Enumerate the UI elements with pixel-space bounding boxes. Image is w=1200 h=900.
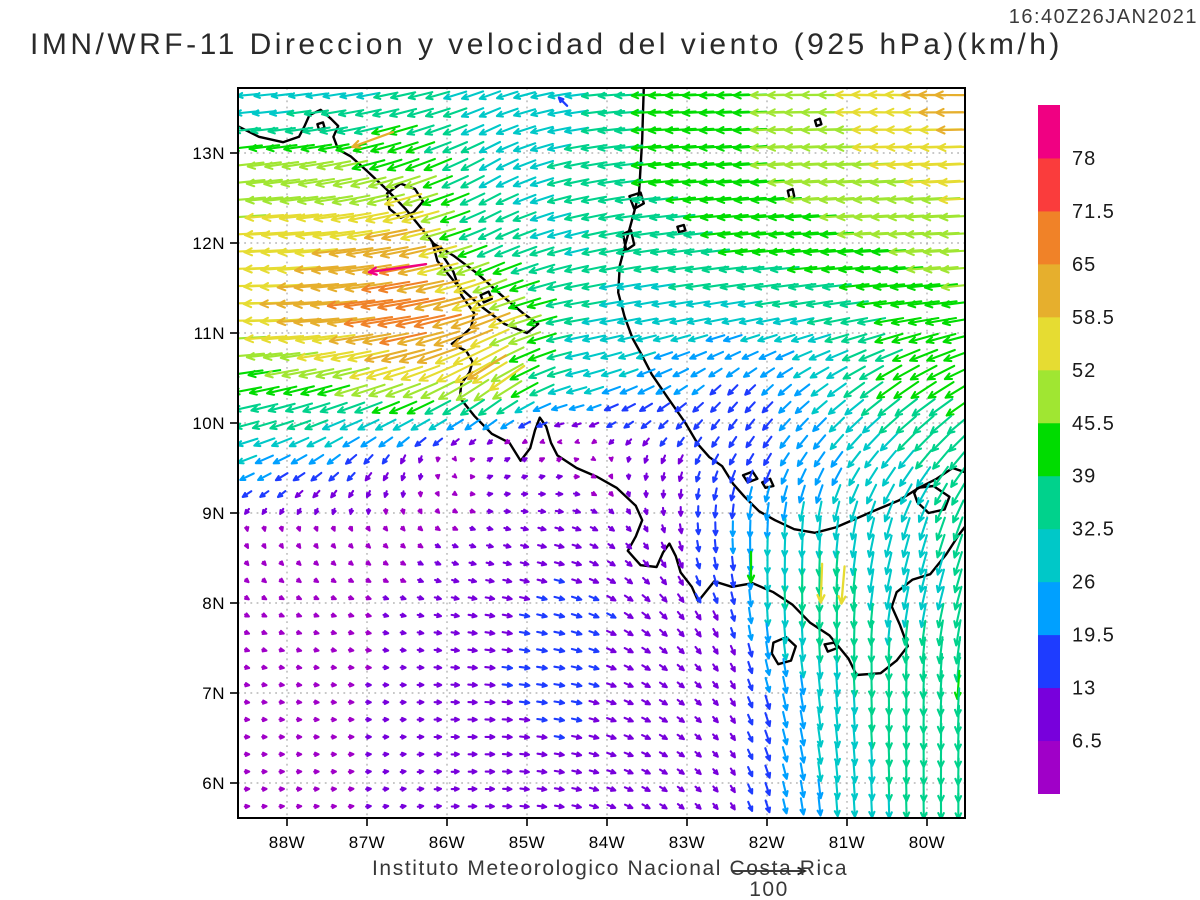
colorbar-label: 58.5 — [1072, 307, 1115, 329]
y-tick-label: 10N — [192, 414, 225, 433]
credit-text: Instituto Meteorologico Nacional Costa R… — [372, 857, 849, 880]
colorbar-label: 39 — [1072, 466, 1096, 488]
map-frame — [237, 87, 966, 819]
colorbar-segment — [1038, 581, 1060, 636]
reference-arrow — [733, 866, 808, 876]
y-tick-label: 12N — [192, 234, 225, 253]
reference-value-label: 100 — [749, 878, 789, 900]
feature-lake_managua — [385, 182, 425, 219]
colorbar-segment — [1038, 210, 1060, 265]
colorbar-label: 26 — [1072, 572, 1096, 594]
feature-lake_nicaragua — [431, 241, 540, 335]
axis-labels: 88W 87W 86W 85W 84W 83W 82W 81W 80W 13N 12N 11N 10N 9… — [192, 144, 945, 852]
x-tick-label: 86W — [429, 833, 465, 852]
colorbar-segment — [1038, 475, 1060, 530]
colorbar-label: 6.5 — [1072, 731, 1103, 753]
feature-san_andres_island — [786, 187, 796, 200]
colorbar-segment — [1038, 369, 1060, 424]
colorbar-label: 71.5 — [1072, 201, 1115, 223]
colorbar-segment — [1038, 263, 1060, 318]
y-tick-label: 7N — [202, 684, 225, 703]
chart-title: IMN/WRF-11 Direccion y velocidad del vie… — [30, 28, 1063, 61]
colorbar-segment — [1038, 105, 1060, 159]
colorbar-label: 32.5 — [1072, 519, 1115, 541]
x-tick-label: 85W — [509, 833, 545, 852]
colorbar-segment — [1038, 157, 1060, 212]
x-tick-label: 84W — [589, 833, 625, 852]
colorbar-label: 65 — [1072, 254, 1096, 276]
colorbar-segment — [1038, 422, 1060, 477]
colorbar-label: 78 — [1072, 148, 1096, 170]
coastlines — [238, 88, 965, 677]
x-tick-label: 82W — [749, 833, 785, 852]
wind-arrows-extra — [351, 96, 847, 605]
axis-ticks — [230, 152, 928, 826]
colorbar-label: 45.5 — [1072, 413, 1115, 435]
colorbar-segment — [1038, 634, 1060, 689]
x-tick-label: 87W — [349, 833, 385, 852]
y-tick-label: 8N — [202, 594, 225, 613]
y-tick-label: 11N — [194, 324, 225, 343]
feature-bocas_island_1 — [741, 470, 759, 484]
feature-lake_gatun — [913, 484, 951, 515]
timestamp: 16:40Z26JAN2021 — [1008, 6, 1198, 28]
reference-vector: 100 — [733, 866, 808, 900]
x-tick-label: 88W — [269, 833, 305, 852]
coastline-caribbean_mainland — [617, 88, 965, 534]
colorbar-segment — [1038, 528, 1060, 583]
feature-pearl_lagoon — [628, 191, 645, 210]
colorbar-segment — [1038, 740, 1060, 794]
feature-providencia_island — [813, 117, 823, 128]
feature-bluefields_bay — [621, 229, 636, 252]
feature-corn_island — [676, 223, 687, 234]
x-tick-label: 81W — [829, 833, 865, 852]
colorbar-segment — [1038, 687, 1060, 742]
wind-arrows — [238, 90, 965, 818]
x-tick-label: 80W — [909, 833, 945, 852]
colorbar: 6.5 13 19.5 26 32.5 39 45.5 52 58.5 65 71.5 78 — [1038, 105, 1115, 794]
colorbar-segment — [1038, 316, 1060, 371]
y-tick-label: 6N — [202, 774, 225, 793]
y-tick-label: 9N — [202, 504, 225, 523]
coastline-pacific_mainland — [238, 108, 965, 677]
graticule-gridlines — [238, 88, 965, 818]
colorbar-label: 52 — [1072, 360, 1096, 382]
x-tick-label: 83W — [669, 833, 705, 852]
colorbar-label: 13 — [1072, 678, 1096, 700]
colorbar-label: 19.5 — [1072, 625, 1115, 647]
y-tick-label: 13N — [192, 144, 225, 163]
